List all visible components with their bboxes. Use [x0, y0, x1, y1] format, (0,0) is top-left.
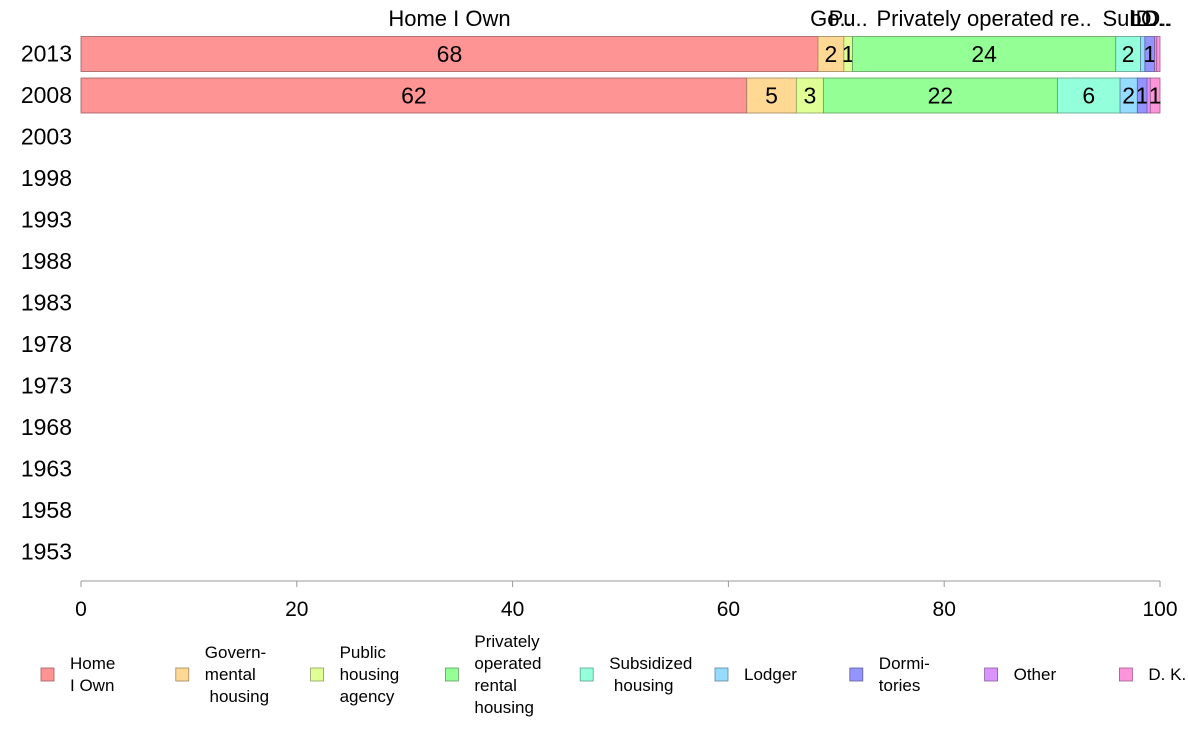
header-label: O.. [1141, 6, 1170, 31]
legend-label: Public housing agency [340, 643, 400, 706]
legend-swatch [984, 667, 998, 682]
legend-swatch [1119, 667, 1133, 682]
x-tick-label: 0 [75, 598, 87, 621]
header-label: D.. [1136, 6, 1164, 31]
header-label: D.. [1144, 6, 1172, 31]
category-label: 1983 [21, 290, 72, 316]
data-label: 62 [401, 83, 427, 109]
x-tick-label: 60 [717, 598, 740, 621]
bar-segment [822, 77, 1058, 114]
header-labels: Home I Own Go..Pu.. Privately operated re.… [388, 6, 1172, 31]
data-label: 5 [765, 83, 778, 109]
category-label: 1953 [21, 539, 72, 565]
data-label: 2 [825, 41, 838, 67]
legend-swatch [579, 667, 594, 682]
data-label: 6 [1082, 83, 1095, 109]
bar-segment [795, 77, 824, 114]
category-label: 2008 [21, 82, 72, 108]
x-axis: 0 20 40 60 80 100 [75, 580, 1178, 621]
x-tick-label: 40 [501, 598, 524, 621]
data-label: 1 [1143, 41, 1156, 67]
x-tick-label: 100 [1142, 598, 1177, 621]
legend-swatch [310, 667, 325, 682]
category-label: 1988 [21, 248, 72, 274]
category-label: 1998 [21, 165, 72, 191]
legend-label: Govern-mental housing [205, 643, 269, 706]
header-label: L.. [1131, 6, 1155, 31]
legend-swatch [175, 667, 190, 682]
data-label: 2 [1122, 41, 1135, 67]
legend-swatch [714, 667, 729, 682]
bar-segment [80, 36, 819, 72]
legend-swatch [444, 667, 459, 682]
category-label: 2013 [21, 41, 72, 67]
legend-swatch [849, 667, 864, 682]
category-label: 1963 [21, 456, 72, 482]
legend-label: Lodger [744, 665, 797, 684]
header-label: Pu.. [829, 6, 868, 31]
data-label: 1 [1136, 83, 1149, 109]
data-label: 24 [971, 41, 997, 67]
bar-segment [746, 77, 797, 114]
legend-label: Subsidized housing [609, 654, 692, 695]
data-label: 22 [928, 83, 954, 109]
bar-segment [1057, 77, 1121, 114]
x-tick-label: 20 [285, 598, 308, 621]
category-label: 1968 [21, 414, 72, 440]
legend-label: Home I Own [70, 654, 115, 695]
header-label: Privately operated re.. [877, 6, 1092, 31]
category-labels: 2013 2008 2003 1998 1993 1988 1983 1978 1973 1968… [21, 41, 72, 565]
bar-segment [1149, 77, 1161, 114]
legend: Home I Own Govern-mental housing Public hous… [40, 632, 1186, 717]
category-label: 1973 [21, 373, 72, 399]
category-label: 1978 [21, 331, 72, 357]
data-label: 2 [1122, 83, 1135, 109]
data-label: 1 [1149, 83, 1162, 109]
bar-segment [1156, 36, 1161, 72]
header-label: Go.. [810, 6, 852, 31]
legend-label: Other [1014, 665, 1057, 684]
legend-label: Dormi-tories [879, 654, 930, 695]
x-tick-label: 80 [933, 598, 956, 621]
bars: 68 2 1 24 2 162 5 3 22 6 2 1 1 [80, 36, 1162, 114]
legend-swatch [40, 667, 55, 682]
category-label: 1993 [21, 207, 72, 233]
category-label: 2003 [21, 124, 72, 150]
header-label: Sub.. [1102, 6, 1153, 31]
data-label: 68 [437, 41, 463, 67]
category-label: 1958 [21, 497, 72, 523]
data-label: 1 [842, 41, 855, 67]
data-label: 3 [803, 83, 816, 109]
legend-label: Privately operated rental housing [474, 632, 541, 717]
legend-label: D. K. [1148, 665, 1186, 684]
header-label: Home I Own [388, 6, 510, 31]
